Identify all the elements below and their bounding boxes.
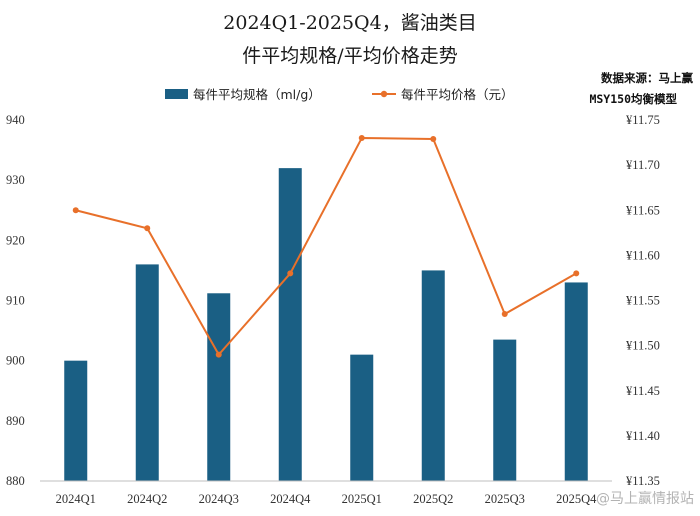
left-tick-label: 900 bbox=[6, 354, 25, 368]
price-point-2025Q1 bbox=[358, 135, 365, 142]
left-tick-label: 920 bbox=[6, 233, 25, 247]
right-tick-label: ¥11.35 bbox=[626, 474, 660, 488]
price-point-2024Q3 bbox=[215, 351, 222, 358]
right-tick-label: ¥11.50 bbox=[626, 339, 660, 353]
right-tick-label: ¥11.60 bbox=[626, 248, 660, 262]
x-tick-label: 2025Q2 bbox=[413, 492, 453, 506]
x-tick-label: 2024Q4 bbox=[270, 492, 311, 506]
left-tick-label: 890 bbox=[6, 414, 25, 428]
bar-2024Q4 bbox=[278, 168, 302, 481]
x-tick-label: 2024Q2 bbox=[127, 492, 167, 506]
price-point-2024Q2 bbox=[144, 225, 151, 232]
price-point-2025Q2 bbox=[430, 135, 437, 142]
x-tick-label: 2025Q4 bbox=[556, 492, 597, 506]
bar-2025Q1 bbox=[350, 354, 374, 481]
bar-series bbox=[64, 168, 588, 481]
bar-2025Q2 bbox=[421, 270, 445, 481]
right-tick-label: ¥11.55 bbox=[626, 294, 660, 308]
legend-line-marker bbox=[380, 90, 388, 98]
right-tick-label: ¥11.65 bbox=[626, 203, 660, 217]
price-point-2025Q3 bbox=[501, 311, 508, 318]
bar-2024Q2 bbox=[135, 264, 159, 481]
source-line1: 数据来源：马上赢 bbox=[601, 71, 693, 85]
line-series bbox=[72, 135, 580, 358]
left-tick-label: 880 bbox=[6, 474, 25, 488]
price-line bbox=[75, 137, 577, 356]
legend-bar-swatch bbox=[165, 89, 188, 99]
chart-title-line1: 2024Q1-2025Q4，酱油类目 bbox=[223, 12, 476, 34]
x-tick-label: 2024Q1 bbox=[56, 492, 96, 506]
source-line2: MSY150均衡模型 bbox=[589, 92, 677, 106]
left-tick-label: 910 bbox=[6, 294, 25, 308]
price-point-2025Q4 bbox=[573, 270, 580, 277]
left-axis: 880 890 900 910 920 930 940 bbox=[6, 113, 25, 488]
price-point-2024Q1 bbox=[72, 207, 79, 214]
x-tick-label: 2024Q3 bbox=[199, 492, 239, 506]
x-tick-label: 2025Q3 bbox=[485, 492, 525, 506]
x-tick-label: 2025Q1 bbox=[342, 492, 382, 506]
right-tick-label: ¥11.75 bbox=[626, 113, 660, 127]
right-axis: ¥11.35 ¥11.40 ¥11.45 ¥11.50 ¥11.55 ¥11.60 ¥11.… bbox=[626, 113, 660, 488]
legend: 每件平均规格（ml/g） 每件平均价格（元） bbox=[165, 87, 514, 102]
bar-2025Q4 bbox=[564, 282, 588, 481]
x-axis: 2024Q1 2024Q2 2024Q3 2024Q4 2025Q1 2025Q2 2025… bbox=[56, 492, 598, 506]
legend-bar-label: 每件平均规格（ml/g） bbox=[193, 87, 321, 102]
right-tick-label: ¥11.45 bbox=[626, 384, 660, 398]
chart-title-line2: 件平均规格/平均价格走势 bbox=[242, 45, 457, 67]
left-tick-label: 940 bbox=[6, 113, 25, 127]
right-tick-label: ¥11.40 bbox=[626, 429, 660, 443]
price-point-2024Q4 bbox=[287, 270, 294, 277]
left-tick-label: 930 bbox=[6, 173, 25, 187]
legend-line-label: 每件平均价格（元） bbox=[401, 87, 514, 102]
bar-2024Q1 bbox=[64, 360, 88, 481]
bar-2025Q3 bbox=[493, 339, 517, 481]
right-tick-label: ¥11.70 bbox=[626, 158, 660, 172]
watermark: @马上赢情报站 bbox=[596, 490, 694, 507]
bar-2024Q3 bbox=[207, 293, 231, 481]
